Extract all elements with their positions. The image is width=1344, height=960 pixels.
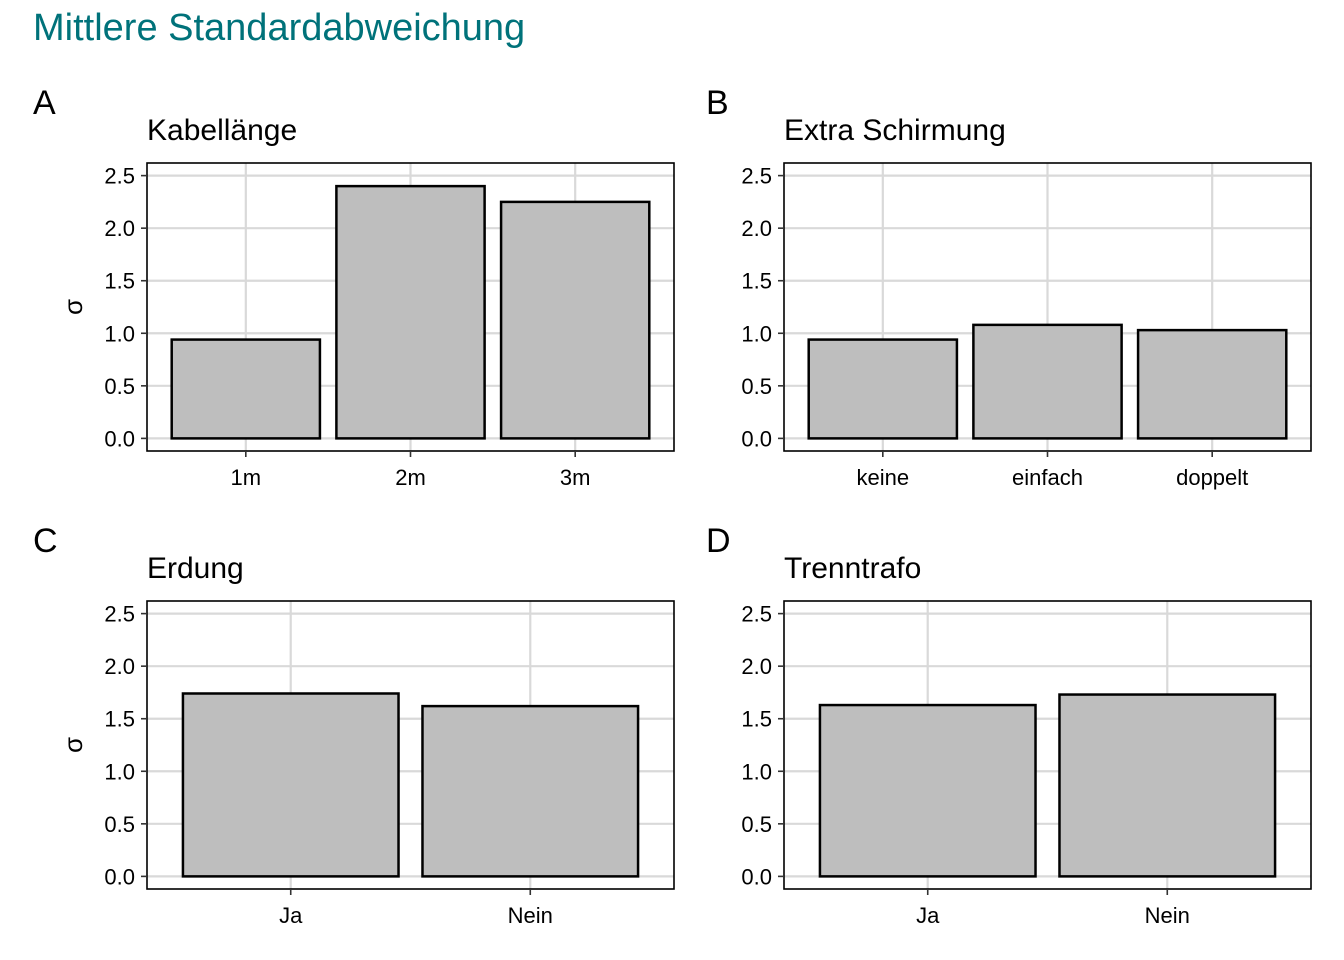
panel-d-xtick-label: Nein (1145, 903, 1190, 928)
panel-d-title: Trenntrafo (784, 552, 921, 585)
panel-c-ytick-label: 2.5 (104, 602, 135, 627)
panel-a-ytick-label: 0.5 (104, 374, 135, 399)
panel-d-ytick-label: 1.5 (741, 707, 772, 732)
panel-c-bar-Nein (421, 704, 640, 878)
panel-a-bar-2m (335, 184, 486, 440)
panel-c-title: Erdung (147, 552, 244, 585)
panel-b-title: Extra Schirmung (784, 114, 1006, 147)
panel-a-ytick-label: 2.5 (104, 164, 135, 189)
panel-b-bar-keine (807, 338, 959, 440)
panel-b-ytick-label: 2.0 (741, 216, 772, 241)
panel-d-bar-Nein (1058, 693, 1277, 878)
panel-d-bar-Ja (818, 703, 1037, 878)
panel-a-xtick-label: 1m (231, 465, 262, 490)
panel-d-ytick-label: 0.5 (741, 812, 772, 837)
panel-b-ytick-label: 1.5 (741, 269, 772, 294)
panel-b-xtick-label: doppelt (1176, 465, 1248, 490)
panel-a-bar-1m (170, 338, 322, 440)
panel-a-ytick-label: 2.0 (104, 216, 135, 241)
panel-b-bar-einfach (972, 323, 1123, 440)
panel-c-ytick-label: 2.0 (104, 654, 135, 679)
panel-b-ytick-label: 2.5 (741, 164, 772, 189)
panel-c-ylabel: σ (58, 737, 88, 753)
panel-d-frame (783, 600, 1312, 890)
panel-d-ytick-label: 2.0 (741, 654, 772, 679)
panel-d-ytick-label: 0.0 (741, 864, 772, 889)
panel-a-xtick-label: 3m (560, 465, 591, 490)
panel-c-ytick-label: 0.5 (104, 812, 135, 837)
panel-a-ylabel: σ (58, 299, 88, 315)
panel-c-xtick-label: Nein (508, 903, 553, 928)
panel-c-tag: C (33, 522, 58, 560)
panel-b-ytick-label: 0.5 (741, 374, 772, 399)
panel-c-frame (146, 600, 675, 890)
panel-c-ytick-label: 1.0 (104, 759, 135, 784)
panel-c: C Erdung 0.0 0.5 1.0 1.5 2.0 2.5 Ja Nein σ (33, 522, 675, 928)
panel-c-xtick-label: Ja (279, 903, 303, 928)
panel-d-xtick-label: Ja (916, 903, 940, 928)
panel-c-ytick-label: 0.0 (104, 864, 135, 889)
panel-a-title: Kabellänge (147, 114, 297, 147)
panel-b-bar-doppelt (1136, 328, 1288, 440)
panel-a-bar-3m (499, 200, 651, 440)
panel-d-tag: D (706, 522, 731, 560)
panel-a-ytick-label: 1.5 (104, 269, 135, 294)
panel-b-xtick-label: keine (857, 465, 910, 490)
page-title: Mittlere Standardabweichung (33, 7, 526, 49)
panel-b-ytick-label: 0.0 (741, 426, 772, 451)
panel-d-ytick-label: 1.0 (741, 759, 772, 784)
panel-b-xtick-label: einfach (1012, 465, 1083, 490)
panel-b-ytick-label: 1.0 (741, 321, 772, 346)
panel-c-ytick-label: 1.5 (104, 707, 135, 732)
panel-a-tag: A (33, 84, 56, 122)
panel-d: D Trenntrafo 0.0 0.5 1.0 1.5 2.0 2.5 Ja Nein (706, 522, 1312, 928)
panel-a-xtick-label: 2m (395, 465, 426, 490)
panel-b-tag: B (706, 84, 729, 122)
panel-a: A Kabellänge 0.0 0.5 1.0 1.5 2.0 2.5 1m 2m 3m σ (33, 84, 675, 490)
panel-b: B Extra Schirmung 0.0 0.5 1.0 1.5 2.0 2.5 keine e… (706, 84, 1312, 490)
panel-a-ytick-label: 1.0 (104, 321, 135, 346)
panel-a-ytick-label: 0.0 (104, 426, 135, 451)
panel-c-bar-Ja (181, 692, 400, 878)
panel-d-ytick-label: 2.5 (741, 602, 772, 627)
